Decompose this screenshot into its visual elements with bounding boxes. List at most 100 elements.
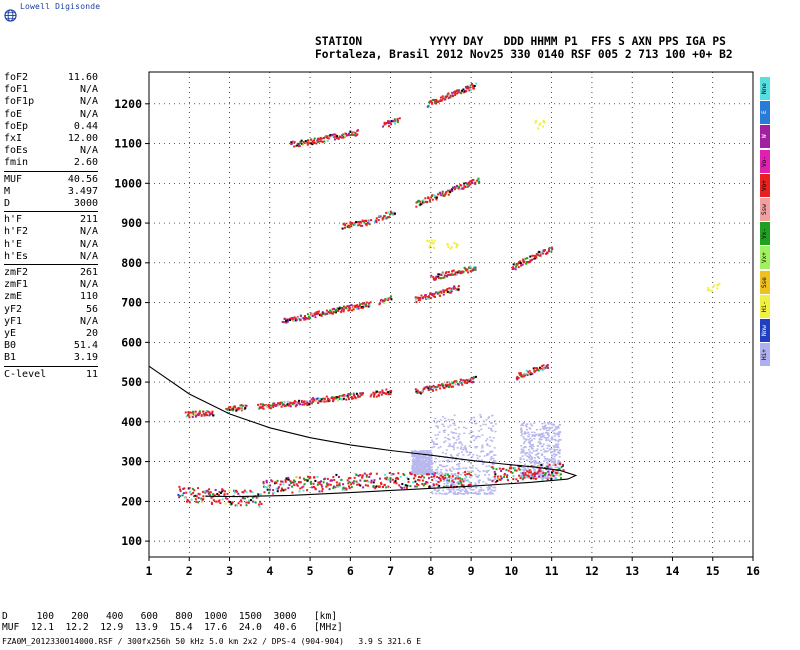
parameter-name: h'F xyxy=(4,214,23,226)
diffuse-echo-point xyxy=(549,468,552,471)
echo-point xyxy=(491,480,494,483)
echo-point xyxy=(550,471,553,474)
diffuse-echo-point xyxy=(522,466,525,469)
diffuse-echo-point xyxy=(465,450,468,452)
diffuse-echo-point xyxy=(423,461,426,464)
diffuse-echo-point xyxy=(542,448,545,450)
diffuse-echo-point xyxy=(529,442,532,445)
echo-point xyxy=(182,492,185,495)
diffuse-echo-point xyxy=(444,429,447,431)
diffuse-echo-point xyxy=(421,461,424,463)
echo-point xyxy=(530,477,533,480)
diffuse-echo-point xyxy=(450,477,453,480)
diffuse-echo-point xyxy=(553,435,556,437)
echo-point xyxy=(476,179,479,182)
echo-point xyxy=(414,298,417,301)
echo-point xyxy=(209,491,212,494)
echo-point xyxy=(419,200,422,203)
echo-point xyxy=(341,394,344,397)
echo-point xyxy=(296,484,299,487)
echo-point xyxy=(384,477,387,480)
echo-point xyxy=(404,484,407,487)
diffuse-echo-point xyxy=(487,477,490,480)
echo-point xyxy=(233,489,236,492)
diffuse-echo-point xyxy=(417,456,420,459)
diffuse-echo-point xyxy=(450,455,453,457)
echo-point xyxy=(447,193,450,196)
echo-point xyxy=(456,90,459,93)
echo-point xyxy=(558,463,561,466)
diffuse-echo-point xyxy=(436,420,439,423)
echo-point xyxy=(364,219,367,222)
echo-point xyxy=(472,84,475,87)
echo-point xyxy=(440,291,443,294)
echo-point xyxy=(227,500,230,503)
echo-point xyxy=(347,477,350,480)
diffuse-echo-point xyxy=(461,489,464,491)
echo-point xyxy=(363,221,366,224)
echo-point xyxy=(550,474,553,477)
echo-point xyxy=(258,406,261,409)
echo-point xyxy=(298,403,301,406)
echo-point xyxy=(228,489,231,492)
echo-point xyxy=(272,489,275,492)
echo-point xyxy=(281,320,284,323)
diffuse-echo-point xyxy=(428,468,431,471)
echo-point xyxy=(393,118,396,121)
diffuse-echo-point xyxy=(541,463,544,465)
echo-point xyxy=(191,487,194,490)
diffuse-echo-point xyxy=(435,425,438,427)
echo-point xyxy=(366,221,369,224)
echo-point xyxy=(464,379,467,382)
echo-point xyxy=(414,485,417,488)
echo-point xyxy=(349,223,352,226)
echo-point xyxy=(392,211,395,214)
echo-point xyxy=(458,89,461,92)
echo-point xyxy=(329,133,332,136)
diffuse-echo-point xyxy=(472,488,475,491)
diffuse-echo-point xyxy=(538,457,541,459)
echo-point xyxy=(354,223,357,226)
echo-point xyxy=(375,221,378,224)
echo-point xyxy=(539,122,542,125)
diffuse-echo-point xyxy=(458,442,461,444)
echo-point xyxy=(292,479,295,482)
echo-point xyxy=(435,198,438,201)
echo-point xyxy=(265,481,268,484)
diffuse-echo-point xyxy=(483,492,486,494)
echo-point xyxy=(389,210,392,213)
echo-point xyxy=(290,402,293,405)
echo-point xyxy=(289,319,292,322)
echo-point xyxy=(345,134,348,137)
echo-point xyxy=(302,477,305,480)
echo-point xyxy=(526,470,529,473)
diffuse-echo-point xyxy=(435,492,438,495)
echo-point xyxy=(451,188,454,191)
diffuse-echo-point xyxy=(411,465,414,467)
echo-point xyxy=(279,483,282,486)
echo-point xyxy=(535,256,538,259)
echo-point xyxy=(455,245,458,248)
echo-point xyxy=(349,134,352,137)
echo-point xyxy=(406,484,409,487)
parameter-value: N/A xyxy=(79,226,98,238)
echo-point xyxy=(193,412,196,415)
diffuse-echo-point xyxy=(549,477,552,479)
diffuse-echo-point xyxy=(434,469,437,471)
echo-point xyxy=(454,273,457,276)
diffuse-echo-point xyxy=(440,464,443,467)
diffuse-echo-point xyxy=(413,462,416,465)
echo-point xyxy=(299,481,302,484)
echo-point xyxy=(226,492,229,495)
echo-point xyxy=(327,311,330,314)
diffuse-echo-point xyxy=(525,438,528,440)
diffuse-echo-point xyxy=(529,458,532,461)
diffuse-echo-point xyxy=(475,475,478,478)
diffuse-echo-point xyxy=(430,459,433,461)
diffuse-echo-point xyxy=(520,445,523,447)
diffuse-echo-point xyxy=(552,460,555,462)
diffuse-echo-point xyxy=(547,423,550,425)
diffuse-echo-point xyxy=(420,456,423,458)
echo-point xyxy=(352,308,355,311)
diffuse-echo-point xyxy=(438,460,441,463)
